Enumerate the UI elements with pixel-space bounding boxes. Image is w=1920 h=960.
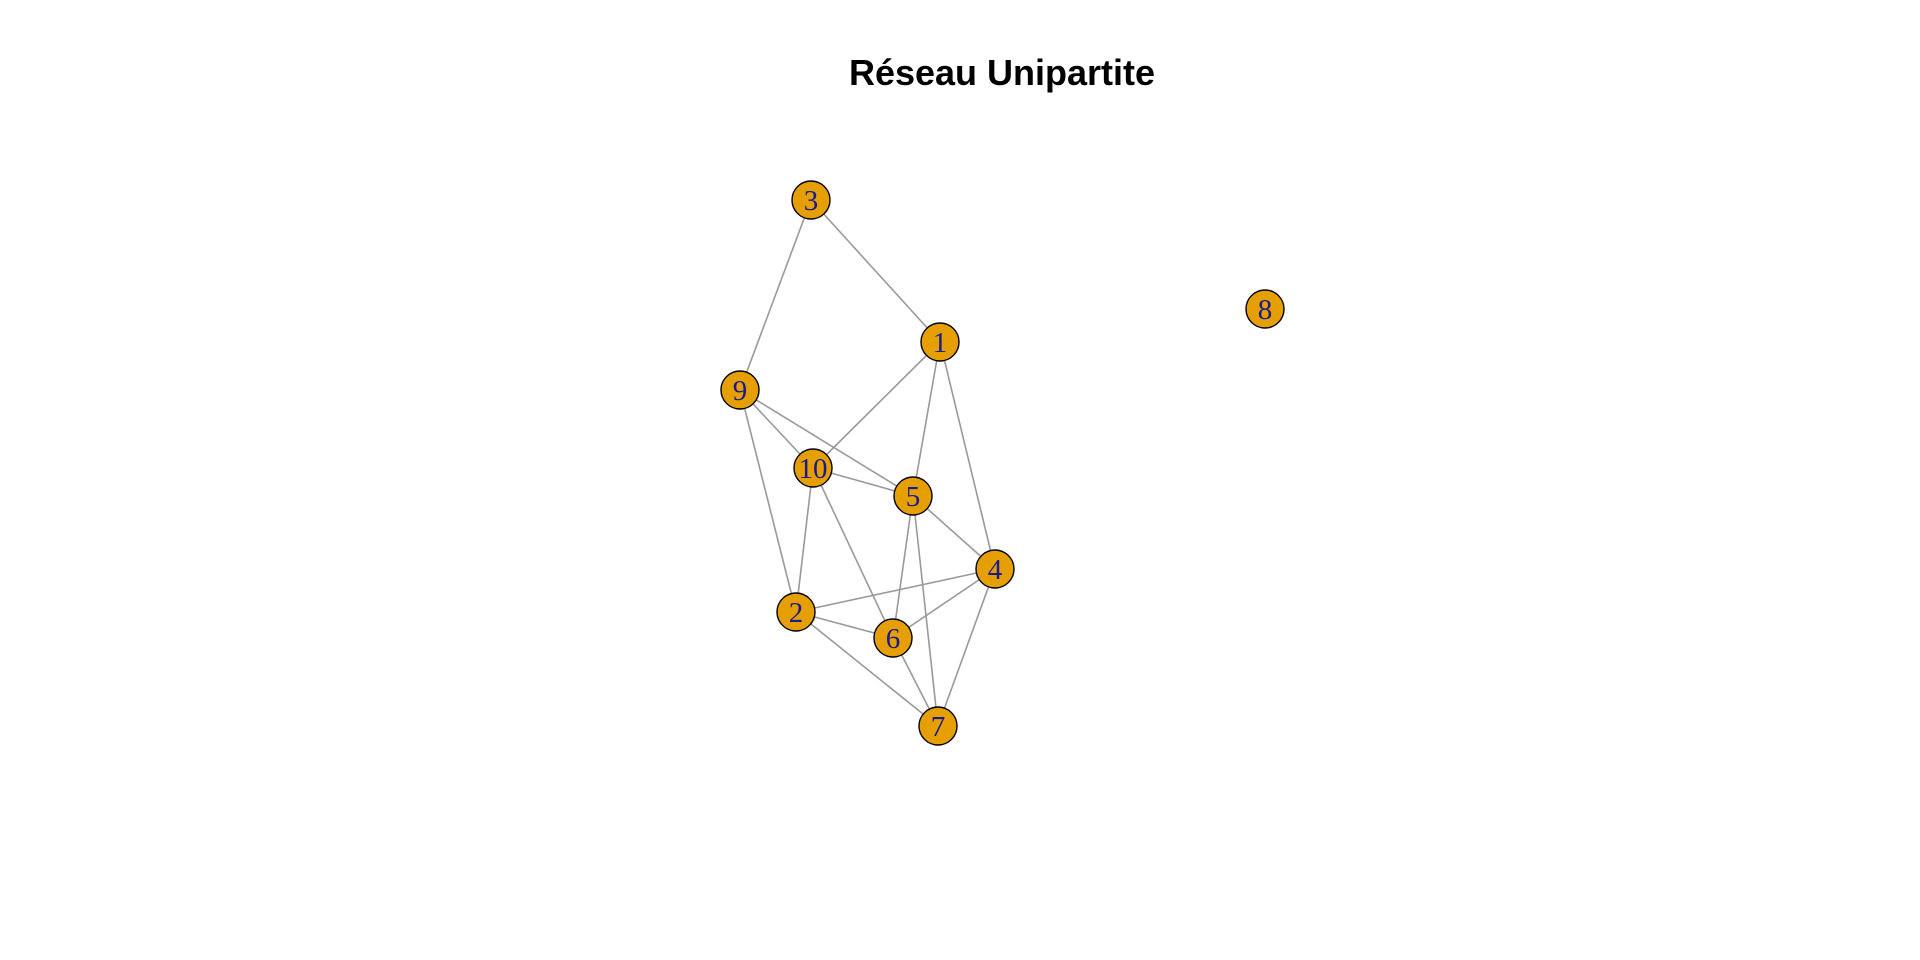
- node-label: 9: [733, 375, 748, 407]
- node-label: 6: [886, 623, 901, 655]
- edge-4-6: [892, 568, 996, 639]
- edge-4-2: [795, 568, 996, 613]
- edge-10-2: [795, 467, 814, 613]
- node-circle: [1245, 289, 1285, 329]
- edge-2-7: [795, 611, 939, 727]
- edge-9-2: [739, 389, 797, 613]
- edge-4-7: [937, 568, 996, 727]
- edge-1-5: [912, 341, 941, 497]
- node-3: 3: [791, 180, 831, 220]
- node-2: 2: [776, 592, 816, 632]
- node-circle: [776, 592, 816, 632]
- edge-layer: [739, 199, 996, 727]
- node-circle: [918, 706, 958, 746]
- node-10: 10: [793, 448, 833, 488]
- node-layer: 1 2 3 4 5 6 7 8 9 10: [720, 180, 1285, 746]
- node-label: 5: [906, 481, 921, 513]
- edge-3-9: [739, 199, 812, 391]
- node-8: 8: [1245, 289, 1285, 329]
- plot-title: Réseau Unipartite: [848, 52, 1156, 93]
- node-4: 4: [975, 549, 1015, 589]
- node-1: 1: [920, 322, 960, 362]
- node-circle: [873, 618, 913, 658]
- node-circle: [720, 370, 760, 410]
- node-label: 10: [799, 453, 828, 485]
- node-6: 6: [873, 618, 913, 658]
- edge-3-1: [810, 199, 941, 343]
- node-circle: [893, 476, 933, 516]
- node-label: 4: [988, 554, 1003, 586]
- node-circle: [791, 180, 831, 220]
- node-label: 1: [933, 327, 948, 359]
- node-circle: [975, 549, 1015, 589]
- node-label: 2: [789, 597, 804, 629]
- edge-5-7: [912, 495, 939, 727]
- edge-1-4: [939, 341, 996, 570]
- node-circle: [793, 448, 833, 488]
- node-label: 7: [931, 711, 946, 743]
- node-7: 7: [918, 706, 958, 746]
- node-9: 9: [720, 370, 760, 410]
- edge-5-6: [892, 495, 914, 639]
- edge-10-6: [812, 467, 894, 639]
- node-label: 3: [804, 185, 819, 217]
- node-5: 5: [893, 476, 933, 516]
- edge-9-5: [739, 389, 914, 497]
- node-circle: [920, 322, 960, 362]
- node-label: 8: [1258, 294, 1273, 326]
